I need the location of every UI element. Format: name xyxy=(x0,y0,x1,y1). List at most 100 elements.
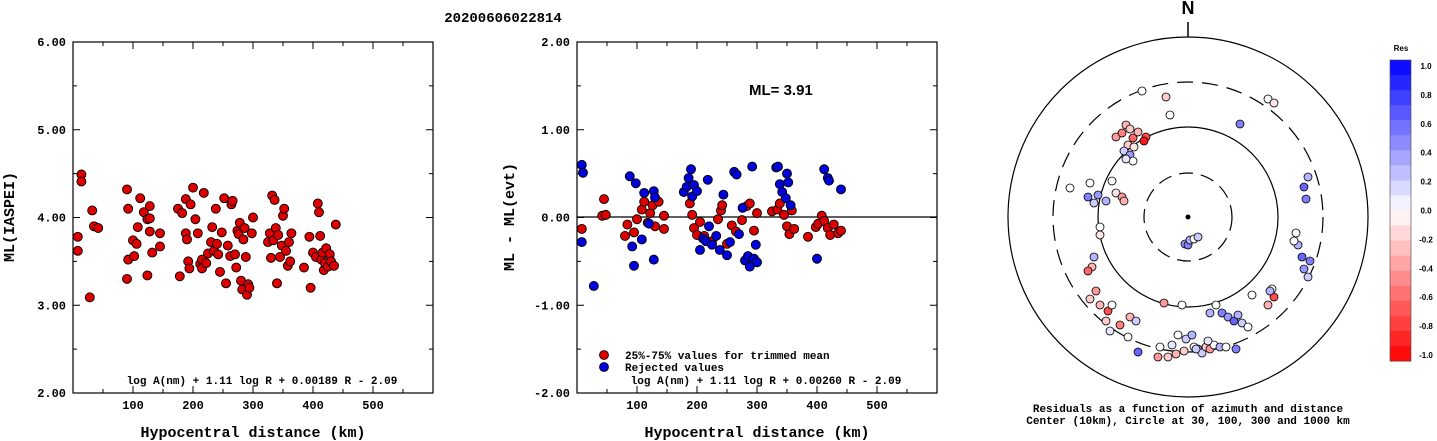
colorbar-cell xyxy=(1390,150,1411,166)
p1-ytick-label: 3.00 xyxy=(37,299,66,313)
colorbar-cell xyxy=(1390,165,1411,181)
p1-data-point xyxy=(144,201,155,212)
polar-point xyxy=(1101,316,1111,326)
polar-point xyxy=(1091,286,1101,296)
p1-xtick-label: 400 xyxy=(302,399,324,413)
panel2-y-label: ML - ML(evt) xyxy=(502,163,519,271)
polar-point xyxy=(1193,232,1203,242)
p1-data-point xyxy=(207,222,218,233)
p1-data-point xyxy=(286,228,297,239)
p1-data-point xyxy=(87,205,98,216)
polar-point xyxy=(1187,330,1197,340)
polar-point xyxy=(1233,310,1243,320)
p2-data-point xyxy=(737,202,748,213)
p2-data-point xyxy=(783,177,794,188)
p2-data-point xyxy=(722,250,732,261)
p1-data-point xyxy=(182,234,192,245)
polar-point xyxy=(1179,346,1189,356)
panel-ml-residual: -2.00 -1.00 0.00 1.00 2.00 100 200 300 400 500 M… xyxy=(502,36,938,441)
p1-data-point xyxy=(84,292,95,303)
p2-data-point xyxy=(687,209,698,220)
polar-point xyxy=(1231,344,1241,354)
polar-point xyxy=(1128,133,1138,143)
colorbar-cell xyxy=(1390,315,1411,332)
polar-point xyxy=(1129,142,1139,152)
colorbar-ticks: 1.0 0.8 0.6 0.4 0.2 0.0 -0.2 -0.4 -0.6 -0.8 -1.0 xyxy=(1419,62,1433,360)
colorbar-cell xyxy=(1390,195,1411,211)
polar-point xyxy=(1089,252,1099,262)
p1-data-point xyxy=(122,184,132,195)
polar-point xyxy=(1117,128,1127,138)
p2-data-point xyxy=(639,187,650,198)
p2-data-point xyxy=(692,186,702,197)
p2-data-point xyxy=(714,245,725,255)
polar-point xyxy=(1153,352,1163,362)
p2-data-point xyxy=(639,196,650,207)
p2-data-point xyxy=(686,164,696,175)
polar-point xyxy=(1243,322,1253,332)
polar-point xyxy=(1159,298,1169,308)
polar-point xyxy=(1089,198,1099,208)
p2-data-point xyxy=(629,260,639,271)
p1-data-point xyxy=(230,249,240,260)
p2-data-point xyxy=(659,210,669,221)
p1-data-point xyxy=(314,207,324,218)
p2-data-point xyxy=(644,218,654,229)
p2-data-point xyxy=(725,237,735,248)
p1-xtick-label: 500 xyxy=(362,399,384,413)
p1-data-point xyxy=(279,203,290,214)
p2-data-point xyxy=(711,230,722,241)
p2-data-point xyxy=(824,175,834,186)
panel-ml-iaspei: 2.00 3.00 4.00 5.00 6.00 100 200 300 400 500 log… xyxy=(2,36,434,441)
p1-data-point xyxy=(131,238,142,249)
polar-point xyxy=(1211,300,1221,310)
colorbar-cell xyxy=(1390,240,1411,257)
p2-xtick-label: 500 xyxy=(866,399,888,413)
p1-data-point xyxy=(219,193,230,204)
p1-data-point xyxy=(192,228,203,239)
polar-point xyxy=(1083,266,1093,276)
p1-data-point xyxy=(142,270,153,281)
colorbar-tick-label: 1.0 xyxy=(1420,62,1432,71)
p2-xtick-label: 100 xyxy=(626,399,648,413)
p2-data-point xyxy=(812,253,822,264)
polar-point xyxy=(1177,300,1187,310)
p2-data-point xyxy=(747,161,758,172)
polar-point xyxy=(1125,312,1135,322)
colorbar-tick-label: 0.2 xyxy=(1420,178,1432,187)
panel2-x-ticks: 100 200 300 400 500 xyxy=(606,42,908,413)
p1-data-point xyxy=(147,247,158,258)
polar-point xyxy=(1119,196,1129,206)
colorbar-tick-label: -0.2 xyxy=(1419,235,1433,244)
p1-data-point xyxy=(248,212,258,223)
colorbar-tick-label: 0.4 xyxy=(1420,149,1432,158)
p2-data-point xyxy=(744,261,755,272)
p1-data-point xyxy=(213,249,224,260)
colorbar-tick-label: -0.4 xyxy=(1419,264,1433,273)
polar-point xyxy=(1107,300,1117,310)
p2-data-point xyxy=(749,225,759,236)
north-label: N xyxy=(1182,0,1195,18)
polar-point xyxy=(1303,172,1313,182)
p1-xtick-label: 200 xyxy=(182,399,204,413)
panel1-y-ticks: 2.00 3.00 4.00 5.00 6.00 xyxy=(37,36,433,401)
p2-data-point xyxy=(773,161,783,172)
p2-data-point xyxy=(836,225,846,236)
colorbar-frame xyxy=(1389,59,1412,362)
colorbar-tick-label: 0.6 xyxy=(1420,120,1432,129)
polar-point xyxy=(1163,352,1173,362)
p2-data-point xyxy=(752,257,762,268)
p2-ytick-label: 0.00 xyxy=(541,212,570,226)
p1-ytick-label: 6.00 xyxy=(37,36,66,50)
colorbar-cell xyxy=(1390,300,1411,317)
colorbar-tick-label: 0.8 xyxy=(1420,91,1432,100)
colorbar-cell xyxy=(1390,255,1411,272)
p2-data-point xyxy=(627,241,638,252)
polar-point xyxy=(1205,308,1215,318)
p2-data-point xyxy=(648,254,659,265)
polar-point xyxy=(1269,98,1279,108)
polar-point xyxy=(1171,349,1181,359)
colorbar-cell xyxy=(1390,285,1411,302)
panel2-points xyxy=(576,159,846,291)
colorbar-cell xyxy=(1390,330,1411,347)
